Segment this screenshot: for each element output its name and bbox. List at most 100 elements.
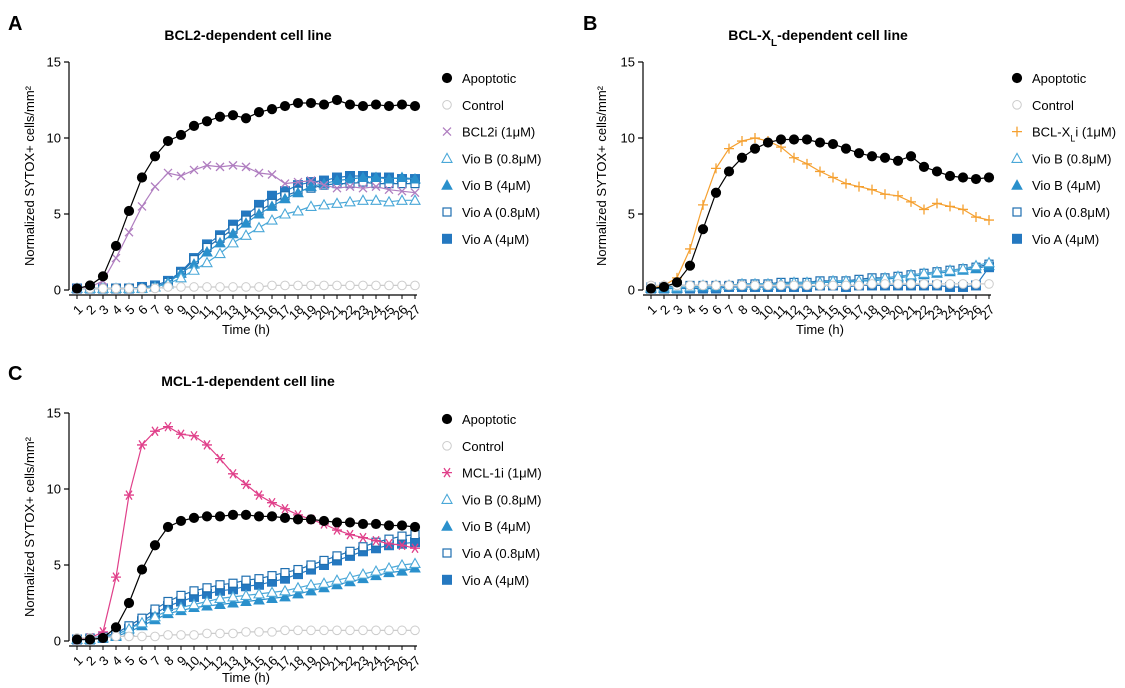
data-point [176,429,186,440]
legend-marker [1012,126,1022,137]
data-point [345,625,355,636]
y-tick-label: 15 [47,55,61,70]
data-point [175,129,187,141]
data-point [292,186,304,198]
data-point [802,280,812,291]
data-point [150,182,160,192]
data-point [957,172,969,183]
data-point [305,200,317,211]
data-point [163,421,173,432]
data-point [293,564,303,575]
legend-label: Vio B (0.8μM) [462,492,542,507]
data-point [750,280,760,291]
data-point [201,116,213,127]
panel-letter: A [8,13,22,35]
legend-label: Vio A (0.8μM) [1032,205,1110,220]
data-point [344,173,356,184]
data-point [814,137,826,148]
data-point [305,578,317,590]
data-point [919,204,929,215]
data-point [685,280,695,291]
x-tick-label: 7 [148,302,164,318]
data-point [163,168,173,178]
data-point [292,204,304,216]
x-tick-label: 6 [135,302,151,318]
x-tick-label: 2 [83,653,99,669]
data-point [357,518,369,530]
data-point [266,592,278,603]
data-point [228,160,238,170]
data-point [854,181,864,192]
data-point [266,511,278,522]
x-tick-label: 27 [403,653,424,674]
data-point [396,520,408,531]
data-point [957,262,969,274]
data-point [175,515,187,527]
legend-marker [442,127,452,137]
data-point [253,587,265,599]
data-point [266,586,278,597]
data-point [932,279,942,289]
data-point [267,627,277,637]
data-point [332,183,342,193]
data-point [763,280,773,291]
legend-label: Control [462,98,504,113]
data-point [332,625,342,636]
x-tick-label: 6 [135,653,151,669]
data-point [215,580,225,590]
legend-label: Vio B (0.8μM) [1032,151,1112,166]
data-point [110,622,122,633]
data-point [111,631,121,642]
data-point [188,120,200,131]
data-point [775,134,787,145]
data-point [828,172,838,183]
data-point [227,110,239,121]
data-point [918,161,930,172]
data-point [802,158,812,169]
data-point [189,630,199,640]
data-point [254,627,264,637]
data-point [396,99,408,110]
legend-marker [442,441,452,451]
data-point [357,100,369,112]
x-axis-label: Time (h) [222,670,270,685]
data-point [305,584,317,596]
chart-title: BCL2-dependent cell line [164,27,331,43]
data-point [970,173,982,185]
data-point [409,521,421,533]
data-point [789,280,799,291]
data-point [801,134,813,145]
data-point [370,564,382,576]
legend-label: Vio A (4μM) [462,573,529,588]
data-point [149,540,161,551]
data-point [971,279,981,289]
x-tick-label: 7 [148,653,164,669]
data-point [384,185,394,195]
data-point [292,97,304,109]
data-point [383,561,395,573]
y-tick-label: 5 [54,207,61,222]
legend-label: Vio B (0.8μM) [462,151,542,166]
data-point [202,440,212,450]
data-point [201,245,213,257]
x-tick-label: 1 [70,653,86,669]
data-point [919,279,929,289]
data-point [370,194,382,205]
data-point [841,178,851,189]
y-tick-label: 15 [47,406,61,421]
legend-label: Vio A (4μM) [462,232,529,247]
data-point [254,490,264,500]
data-point [815,280,825,291]
data-point [111,572,121,583]
data-point [724,280,734,291]
legend-marker [441,179,453,190]
x-tick-label: 8 [735,302,751,318]
series-3 [71,557,421,645]
data-point [331,574,343,585]
x-tick-label: 5 [122,302,138,318]
data-point [932,198,942,209]
data-point [215,162,225,172]
data-point [188,598,200,610]
data-point [176,171,186,181]
